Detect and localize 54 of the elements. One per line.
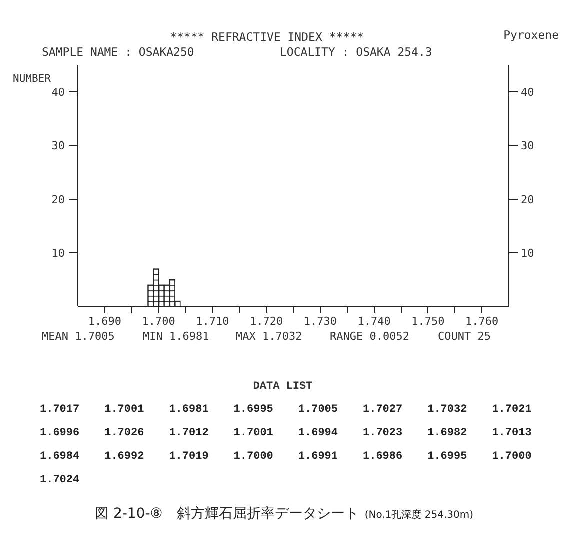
annotation: DATA LIST xyxy=(253,381,313,393)
annotation: MIN 1.6981 xyxy=(143,330,210,343)
annotation: RANGE 0.0052 xyxy=(330,330,410,343)
data-list-value: 1.6992 xyxy=(104,451,144,463)
y2-tick-label: 10 xyxy=(521,247,534,260)
x-tick-label: 1.760 xyxy=(466,315,499,328)
data-list-value: 1.6981 xyxy=(169,404,209,416)
data-list-value: 1.6995 xyxy=(234,404,274,416)
data-list-value: 1.7000 xyxy=(234,451,274,463)
data-list-value: 1.7017 xyxy=(40,404,80,416)
data-list-value: 1.6984 xyxy=(40,451,80,463)
caption: (No.1孔深度 254.30m) xyxy=(364,510,474,521)
y-axis-title: NUMBER xyxy=(13,73,51,85)
annotation: MAX 1.7032 xyxy=(236,330,302,343)
annotation: SAMPLE NAME : OSAKA250 xyxy=(42,45,194,59)
data-list-value: 1.6994 xyxy=(298,428,338,440)
x-tick-label: 1.740 xyxy=(358,315,391,328)
y-tick-label: 40 xyxy=(52,86,65,99)
data-list-value: 1.6982 xyxy=(428,428,468,440)
data-list-value: 1.7027 xyxy=(363,404,403,416)
data-list-value: 1.7019 xyxy=(169,451,209,463)
caption: 図 2-10-⑧ 斜方輝石屈折率データシート xyxy=(95,506,359,522)
data-list-value: 1.7032 xyxy=(428,404,468,416)
data-list-value: 1.6995 xyxy=(428,451,468,463)
x-tick-label: 1.720 xyxy=(250,315,284,328)
x-tick-label: 1.750 xyxy=(412,315,445,328)
data-list-value: 1.7024 xyxy=(40,474,80,486)
x-tick-label: 1.690 xyxy=(88,315,122,328)
y2-tick-label: 40 xyxy=(521,86,534,99)
data-list-value: 1.7026 xyxy=(104,428,144,440)
data-list-value: 1.7000 xyxy=(492,451,532,463)
data-list-value: 1.7021 xyxy=(492,404,532,416)
annotation: MEAN 1.7005 xyxy=(42,330,115,343)
data-list-value: 1.6996 xyxy=(40,428,80,440)
y-tick-label: 20 xyxy=(52,193,65,206)
annotation: LOCALITY : OSAKA 254.3 xyxy=(280,45,432,59)
x-tick-label: 1.730 xyxy=(304,315,337,328)
data-list-value: 1.7012 xyxy=(169,428,209,440)
title: ***** REFRACTIVE INDEX ***** xyxy=(170,30,364,44)
y-tick-label: 30 xyxy=(52,140,65,153)
data-list-value: 1.7023 xyxy=(363,428,403,440)
x-tick-label: 1.700 xyxy=(142,315,176,328)
data-list-value: 1.6991 xyxy=(298,451,338,463)
x-tick-label: 1.710 xyxy=(196,315,230,328)
data-list-value: 1.7005 xyxy=(298,404,338,416)
annotation: COUNT 25 xyxy=(438,330,491,343)
data-list-value: 1.7013 xyxy=(492,428,532,440)
data-list-value: 1.6986 xyxy=(363,451,403,463)
y2-tick-label: 20 xyxy=(521,193,534,206)
data-list-value: 1.7001 xyxy=(104,404,144,416)
data-list-value: 1.7001 xyxy=(234,428,274,440)
annotation: Pyroxene xyxy=(504,28,559,42)
y-tick-label: 10 xyxy=(52,247,65,260)
y2-tick-label: 30 xyxy=(521,140,534,153)
